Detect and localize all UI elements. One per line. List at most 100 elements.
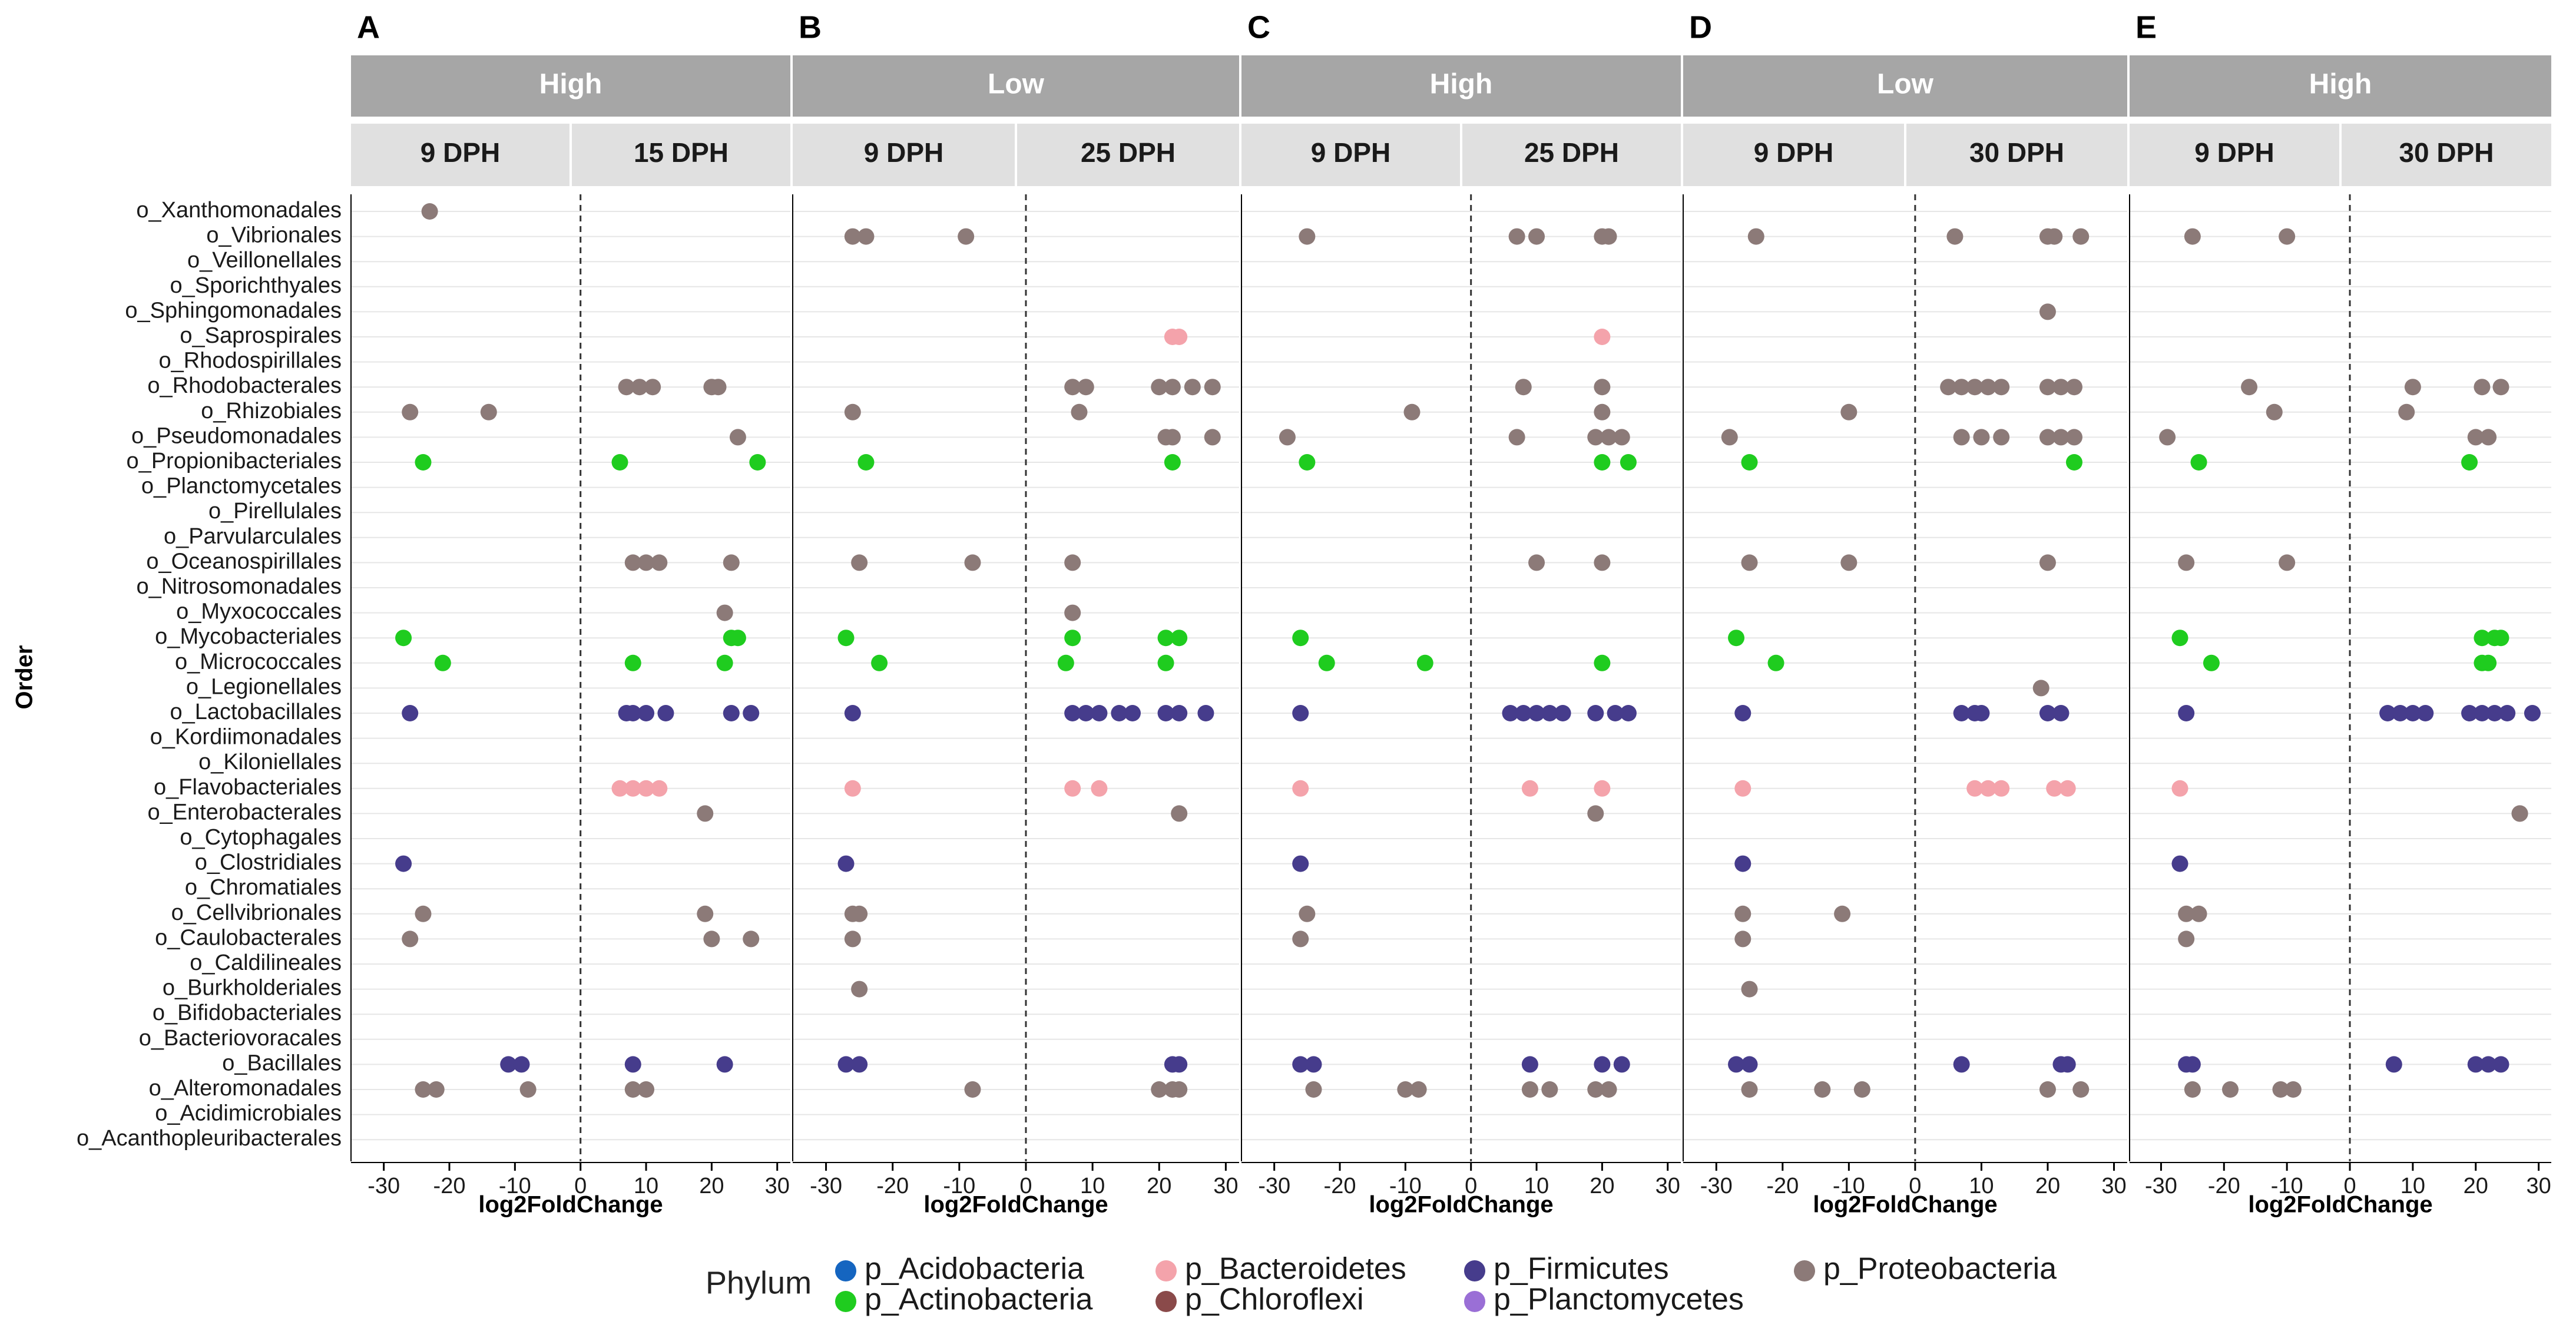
data-point <box>2499 705 2516 721</box>
data-point <box>1292 630 1309 647</box>
data-point <box>1157 705 1174 721</box>
data-point <box>2398 403 2415 420</box>
data-point <box>1151 379 1168 396</box>
data-point <box>2178 930 2195 948</box>
y-tick-label: o_Xanthomonadales <box>136 198 342 223</box>
y-tick-label: o_Clostridiales <box>195 850 342 875</box>
data-point <box>1721 429 1738 446</box>
data-point <box>851 905 868 922</box>
y-tick-label: o_Bifidobacteriales <box>153 1001 342 1025</box>
data-point <box>851 1056 868 1073</box>
data-point <box>624 780 641 797</box>
x-axis-title: log2FoldChange <box>1813 1192 1997 1218</box>
x-tick-label: -30 <box>1258 1174 1290 1198</box>
data-point <box>723 554 740 571</box>
facet-strip-label: 30 DPH <box>1969 137 2064 168</box>
x-tick-label: -30 <box>367 1174 400 1198</box>
x-tick-label: -20 <box>433 1174 466 1198</box>
data-point <box>434 654 451 671</box>
points-group <box>1721 228 2090 1098</box>
data-point <box>2159 429 2176 446</box>
data-point <box>2039 303 2056 320</box>
data-point <box>2190 905 2207 922</box>
data-point <box>1734 905 1751 922</box>
data-point <box>1064 604 1081 621</box>
legend-label: p_Planctomycetes <box>1494 1283 1744 1317</box>
data-point <box>1594 780 1611 797</box>
data-point <box>2461 705 2478 721</box>
legend-title: Phylum <box>706 1265 812 1300</box>
data-point <box>1292 705 1309 721</box>
legend-label: p_Bacteroidetes <box>1185 1252 1406 1286</box>
data-point <box>2171 630 2188 647</box>
data-point <box>1587 705 1604 721</box>
data-point <box>1077 379 1094 396</box>
points-group <box>395 203 766 1098</box>
y-tick-label: o_Lactobacillales <box>170 700 342 724</box>
x-tick-label: 20 <box>1590 1174 1614 1198</box>
data-point <box>1171 630 1188 647</box>
panels-layer: A High 9 DPH 15 DPH -30 -20 -10 0 10 20 30 log2Fold… <box>350 9 2551 1218</box>
data-point <box>624 554 641 571</box>
y-tick-label: o_Oceanospirillales <box>146 549 342 574</box>
data-point <box>2039 554 2056 571</box>
data-point <box>1979 780 1996 797</box>
data-point <box>1502 705 1519 721</box>
data-point <box>2279 554 2296 571</box>
legend-item: p_Planctomycetes <box>1464 1283 1744 1317</box>
data-point <box>2492 630 2509 647</box>
data-point <box>1594 454 1611 471</box>
data-point <box>844 930 861 948</box>
data-point <box>1993 429 2010 446</box>
data-point <box>415 1081 432 1098</box>
data-point <box>857 228 875 245</box>
data-point <box>624 1056 641 1073</box>
x-tick-label: -30 <box>810 1174 842 1198</box>
data-point <box>638 780 655 797</box>
x-tick-label: 0 <box>1465 1174 1477 1198</box>
data-point <box>1973 429 1990 446</box>
y-tick-label: o_Parvularculales <box>164 524 342 549</box>
data-point <box>1318 654 1335 671</box>
data-point <box>837 630 855 647</box>
data-point <box>1594 654 1611 671</box>
panel-letter: C <box>1247 9 1270 45</box>
data-point <box>2417 705 2434 721</box>
y-tick-label: o_Nitrosomonadales <box>136 574 342 599</box>
data-point <box>2524 705 2541 721</box>
x-axis-title: log2FoldChange <box>478 1192 663 1218</box>
data-point <box>837 855 855 872</box>
legend-label: p_Proteobacteria <box>1823 1252 2057 1286</box>
data-point <box>1528 554 1545 571</box>
points-group <box>837 228 1221 1098</box>
x-tick-label: -10 <box>1389 1174 1422 1198</box>
group-strip <box>1683 55 2127 117</box>
data-point <box>1057 654 1074 671</box>
data-point <box>2284 1081 2302 1098</box>
x-tick-label: 10 <box>1969 1174 1994 1198</box>
data-point <box>2241 379 2258 396</box>
data-point <box>651 780 668 797</box>
panel-A: A High 9 DPH 15 DPH -30 -20 -10 0 10 20 30 log2Fold… <box>350 9 790 1218</box>
data-point <box>1940 379 1957 396</box>
data-point <box>1741 1081 1758 1098</box>
legend-swatch <box>835 1291 856 1312</box>
group-strip-label: High <box>2309 69 2372 100</box>
legend-item: p_Firmicutes <box>1464 1252 1669 1286</box>
data-point <box>729 630 746 647</box>
data-point <box>2065 429 2082 446</box>
data-point <box>2221 1081 2239 1098</box>
data-point <box>716 654 733 671</box>
data-point <box>716 604 733 621</box>
data-point <box>644 379 661 396</box>
data-point <box>2392 705 2409 721</box>
data-point <box>1728 1056 1745 1073</box>
data-point <box>1184 379 1201 396</box>
data-point <box>857 454 875 471</box>
data-point <box>1594 329 1611 345</box>
x-tick-label: 30 <box>1213 1174 1238 1198</box>
y-tick-label: o_Chromatiales <box>185 875 342 900</box>
y-tick-label: o_Kiloniellales <box>198 750 342 774</box>
x-tick-label: 10 <box>1080 1174 1105 1198</box>
